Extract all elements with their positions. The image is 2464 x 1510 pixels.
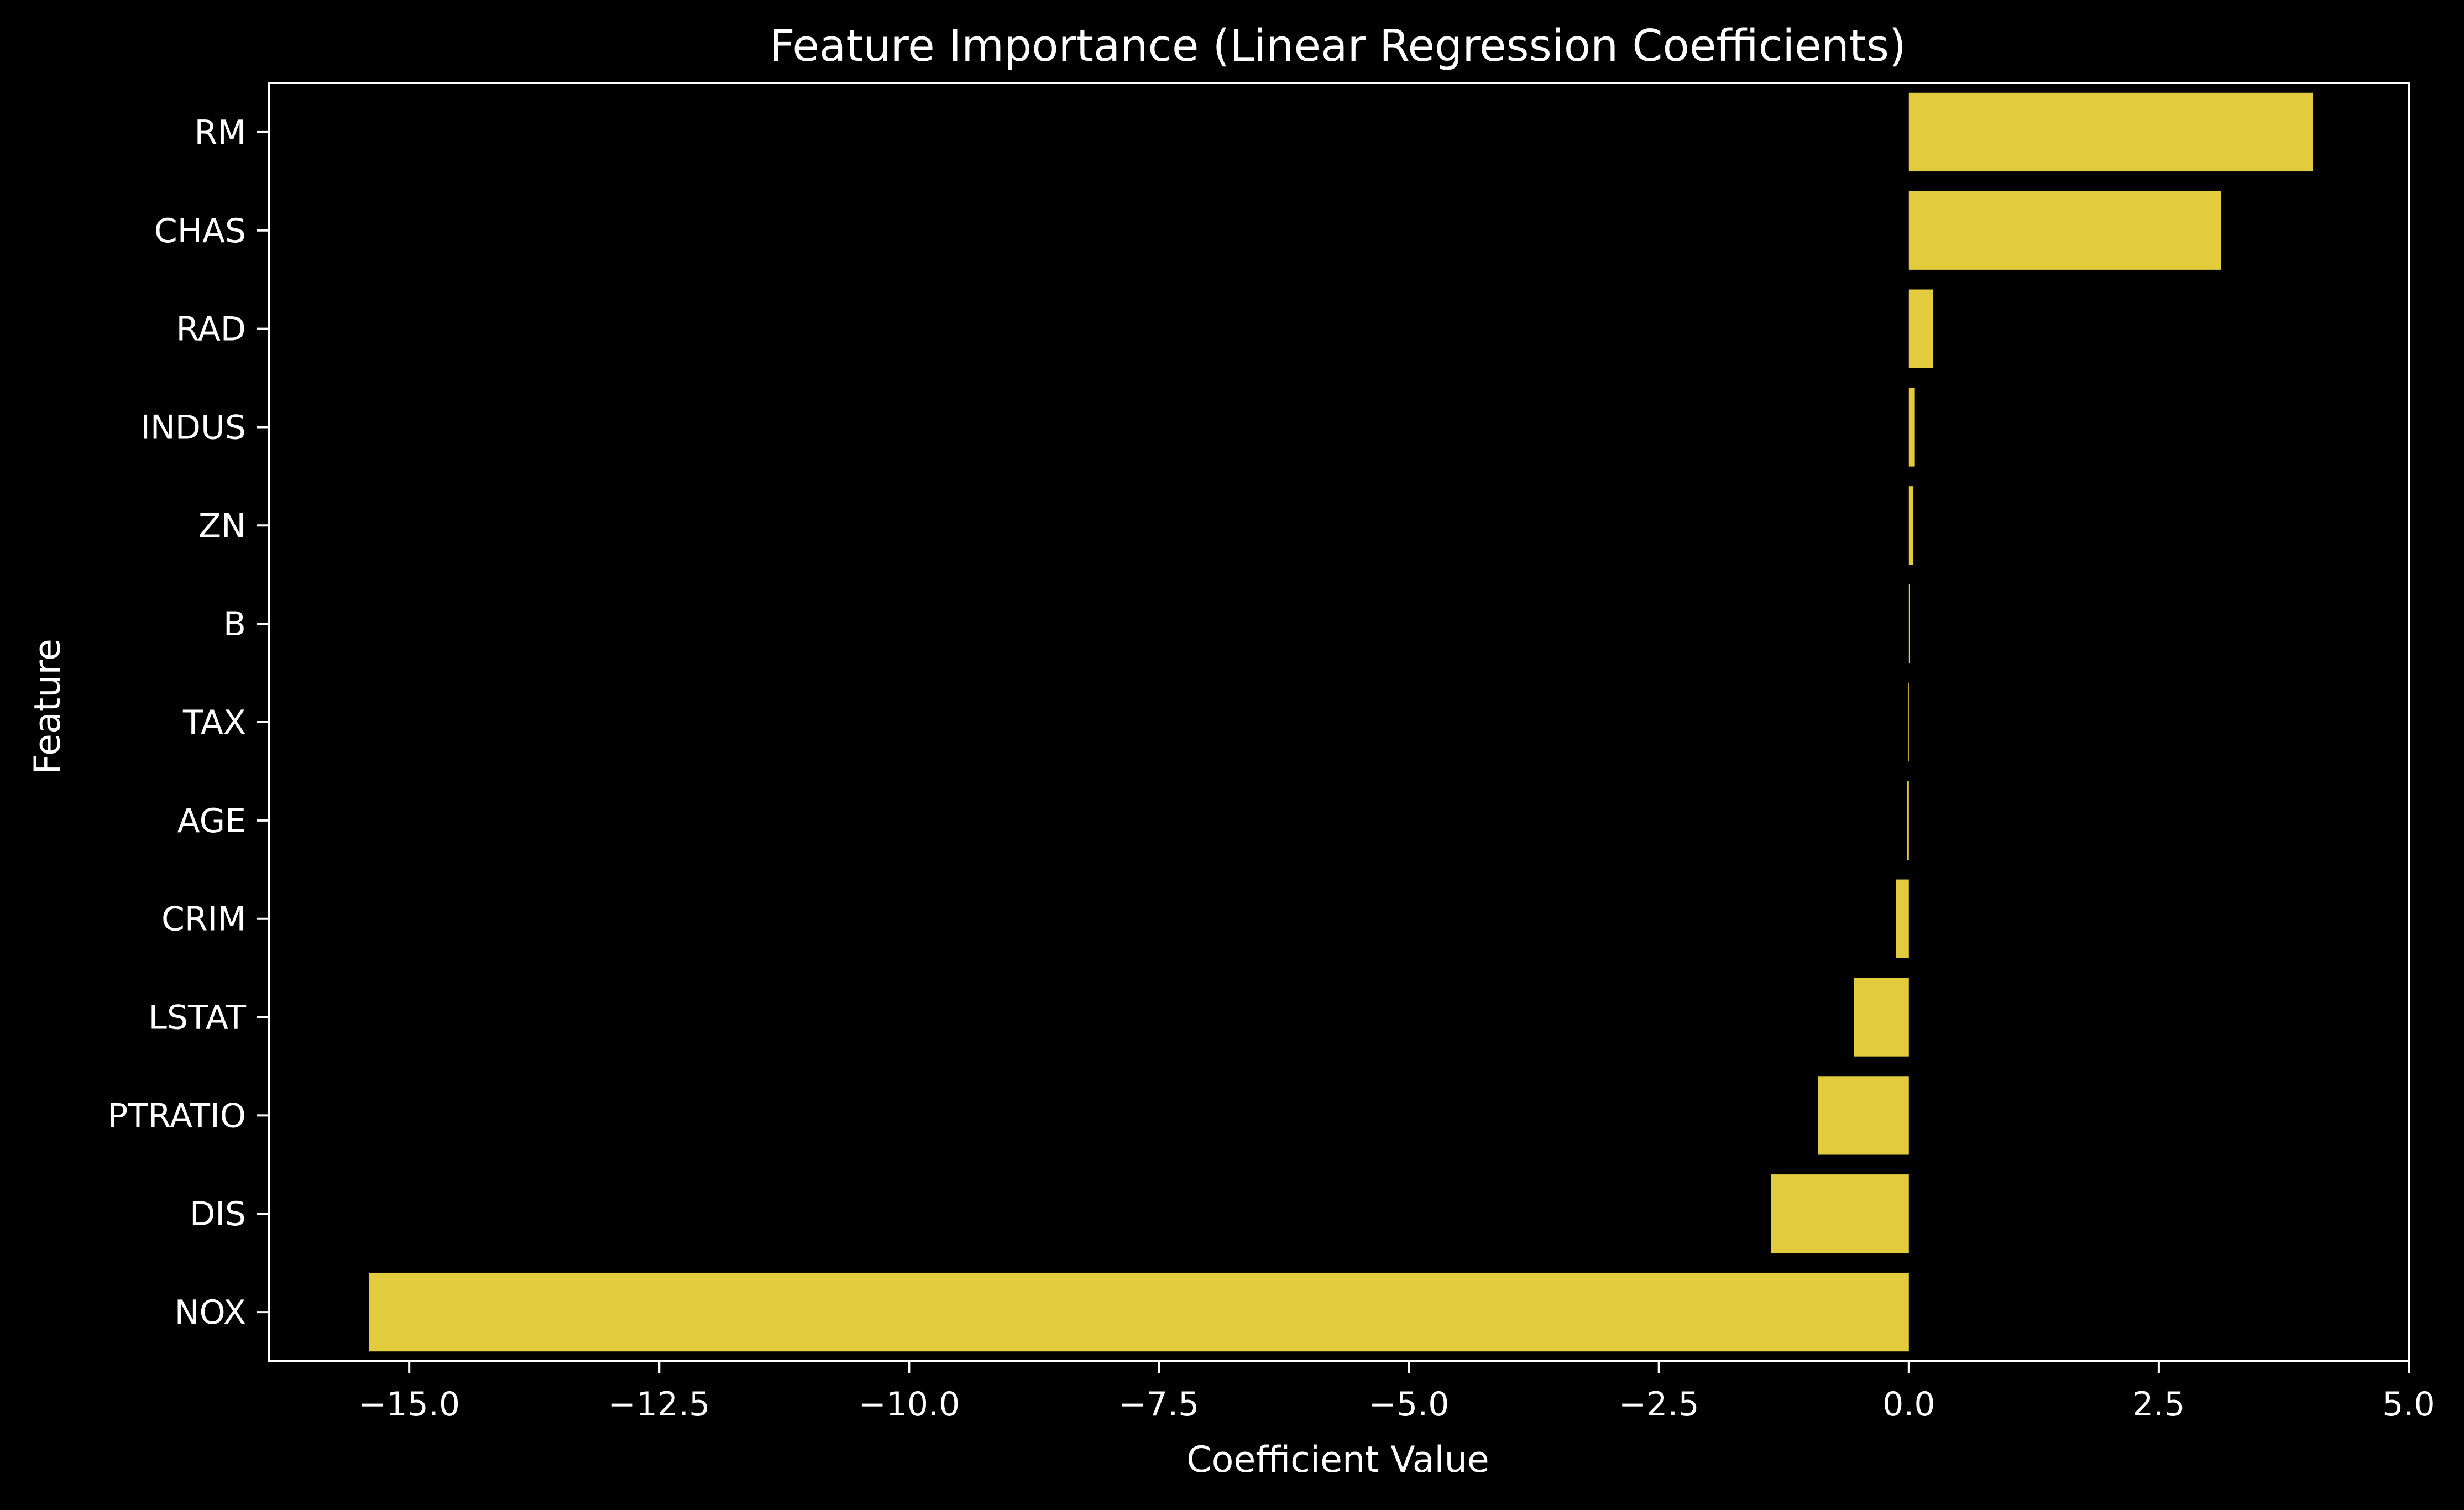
y-tick-label-age: AGE <box>177 802 246 840</box>
bar-b <box>1908 584 1910 663</box>
x-axis-label: Coefficient Value <box>1186 1439 1489 1481</box>
x-tick-label: −7.5 <box>1119 1385 1200 1424</box>
bar-chas <box>1908 191 2221 270</box>
y-tick-label-lstat: LSTAT <box>148 999 246 1037</box>
plot-frame <box>268 82 2410 1362</box>
y-axis-label: Feature <box>27 639 69 775</box>
y-tick-label-nox: NOX <box>175 1293 246 1332</box>
x-tick-label: −12.5 <box>608 1385 710 1424</box>
bar-nox <box>369 1272 1909 1352</box>
bar-tax <box>1907 682 1909 762</box>
y-tick-label-zn: ZN <box>198 506 246 545</box>
bar-rm <box>1908 92 2313 172</box>
y-tick-label-ptratio: PTRATIO <box>108 1096 246 1135</box>
x-tick-label: −10.0 <box>858 1385 960 1424</box>
bar-rad <box>1908 289 1933 368</box>
y-tick-label-indus: INDUS <box>140 408 246 447</box>
chart-title: Feature Importance (Linear Regression Co… <box>770 20 1906 71</box>
y-tick-label-crim: CRIM <box>161 900 246 939</box>
bar-indus <box>1908 388 1915 467</box>
y-tick-label-chas: CHAS <box>154 212 246 250</box>
x-tick-label: −5.0 <box>1369 1385 1450 1424</box>
y-tick-label-tax: TAX <box>182 703 246 742</box>
x-tick-label: 0.0 <box>1882 1385 1935 1424</box>
bar-age <box>1907 781 1909 860</box>
ticks-group: RM CHAS RAD INDUS ZN B TAX AGE CRIM LSTAT PTRATIO D… <box>108 113 2435 1424</box>
y-tick-label-rm: RM <box>195 113 246 152</box>
bars-group <box>369 92 2313 1352</box>
y-tick-label-dis: DIS <box>190 1195 246 1234</box>
x-tick-label: 5.0 <box>2382 1385 2435 1424</box>
y-tick-label-rad: RAD <box>176 310 246 349</box>
y-tick-label-b: B <box>223 605 246 644</box>
x-tick-label: −2.5 <box>1619 1385 1699 1424</box>
bar-ptratio <box>1818 1076 1909 1155</box>
bar-crim <box>1896 879 1909 958</box>
bar-lstat <box>1854 978 1909 1057</box>
bar-dis <box>1771 1174 1909 1253</box>
x-tick-label: 2.5 <box>2132 1385 2185 1424</box>
bar-zn <box>1908 486 1913 565</box>
x-tick-label: −15.0 <box>358 1385 460 1424</box>
